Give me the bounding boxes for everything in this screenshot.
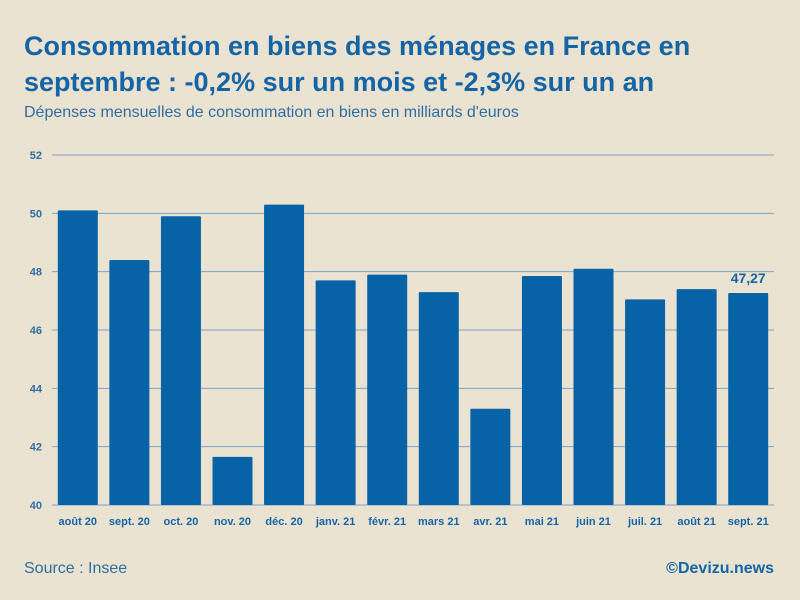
bar [625,299,666,505]
x-axis-ticks: août 20 sept. 20 oct. 20 nov. 20 déc. 20 janv… [59,516,769,528]
x-tick-label: sept. 20 [109,516,150,528]
y-tick-label: 44 [30,383,43,395]
bar [418,292,459,505]
x-tick-label: août 20 [59,516,98,528]
bar [160,216,201,505]
data-labels: 47,27 [731,270,766,286]
y-tick-label: 40 [30,500,42,512]
bars [57,204,769,506]
y-axis-ticks: 40 42 44 46 48 50 52 [30,150,43,512]
grid-lines [52,154,774,506]
y-tick-label: 48 [30,267,42,279]
bar [109,260,150,505]
y-tick-label: 50 [30,208,42,220]
chart-subtitle: Dépenses mensuelles de consommation en b… [24,104,519,121]
source-note: Source : Insee [24,560,128,577]
bar [212,456,253,505]
x-tick-label: nov. 20 [214,516,251,528]
x-tick-label: sept. 21 [728,516,769,528]
bar [676,289,717,505]
y-tick-label: 46 [30,325,42,337]
x-tick-label: avr. 21 [473,516,507,528]
bar [367,274,408,505]
credit-watermark: ©Devizu.news [666,560,774,577]
x-tick-label: févr. 21 [368,516,406,528]
x-tick-label: juin 21 [575,516,611,528]
bar [728,292,769,505]
chart-title: Consommation en biens des ménages en Fra… [24,31,691,97]
x-tick-label: janv. 21 [315,516,356,528]
bar [315,280,356,505]
bar [573,268,614,505]
bar [521,276,562,505]
x-tick-label: août 21 [677,516,716,528]
x-tick-label: mars 21 [418,516,460,528]
bar [264,204,305,506]
x-tick-label: juil. 21 [627,516,662,528]
y-tick-label: 52 [30,150,42,162]
bar [470,408,511,505]
data-label: 47,27 [731,270,766,286]
bar [57,210,98,505]
y-tick-label: 42 [30,442,42,454]
x-tick-label: mai 21 [525,516,559,528]
x-tick-label: oct. 20 [163,516,198,528]
x-tick-label: déc. 20 [265,516,302,528]
